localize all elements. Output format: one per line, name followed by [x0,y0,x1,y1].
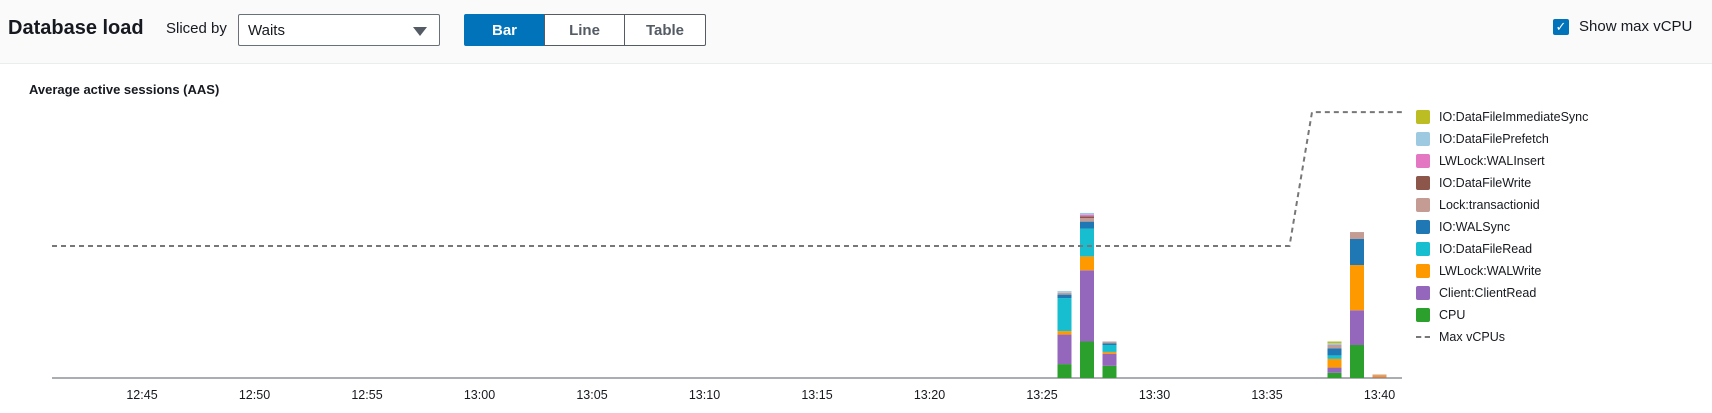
bar-segment [1080,221,1094,229]
bar-segment [1080,256,1094,271]
page-title: Database load [8,17,144,39]
bar-segment [1372,374,1387,376]
legend-swatch [1416,308,1430,322]
bar-segment [1080,212,1094,215]
bar-segment [1102,343,1117,345]
bar-segment [1327,348,1342,356]
legend-swatch [1416,264,1430,278]
bar-segment [1102,353,1117,366]
legend-swatch [1416,198,1430,212]
legend-label: IO:DataFilePrefetch [1439,132,1549,146]
bar-segment [1102,351,1117,354]
legend-item[interactable]: IO:DataFileRead [1416,238,1588,260]
bar-segment [1327,355,1342,359]
bar-segment [1350,344,1364,378]
show-max-vcpu-toggle[interactable]: ✓ Show max vCPU [1553,18,1692,35]
legend-swatch [1416,110,1430,124]
bar-segment [1102,341,1117,344]
bar-segment [1327,341,1342,344]
bar-segment [1080,228,1094,257]
sliced-by-select[interactable]: Waits [238,14,440,46]
legend-swatch [1416,286,1430,300]
bar-segment [1057,298,1072,332]
legend-item[interactable]: LWLock:WALInsert [1416,150,1588,172]
legend-label: Max vCPUs [1439,330,1505,344]
x-tick-label: 13:40 [1364,388,1395,402]
x-tick-label: 13:30 [1139,388,1170,402]
x-tick-label: 12:50 [239,388,270,402]
view-toggle: Bar Line Table [464,14,706,46]
legend-item[interactable]: CPU [1416,304,1588,326]
bar-segment [1372,377,1387,378]
bar-segment [1080,218,1094,222]
bar-segment [1327,344,1342,349]
legend-label: Client:ClientRead [1439,286,1537,300]
x-tick-label: 12:55 [351,388,382,402]
bar-segment [1080,270,1094,342]
legend-swatch [1416,242,1430,256]
bar-segment [1057,291,1072,293]
legend-label: LWLock:WALWrite [1439,264,1542,278]
legend-label: LWLock:WALInsert [1439,154,1545,168]
sliced-by-label: Sliced by [166,20,227,37]
bar-segment [1057,334,1072,365]
x-tick-label: 13:25 [1026,388,1057,402]
legend-item[interactable]: Lock:transactionid [1416,194,1588,216]
db-load-header: Database load Sliced by Waits Bar Line T… [0,0,1712,64]
bar-segment [1057,364,1072,378]
legend-label: IO:DataFileImmediateSync [1439,110,1589,124]
legend-item[interactable]: LWLock:WALWrite [1416,260,1588,282]
bar-segment [1102,344,1117,352]
x-tick-label: 13:20 [914,388,945,402]
line-view-button[interactable]: Line [544,14,625,46]
x-tick-label: 13:00 [464,388,495,402]
legend-swatch [1416,154,1430,168]
max-vcpu-line [52,111,1402,247]
bar-segment [1327,358,1342,368]
bar-segment [1327,343,1342,345]
bar-segment [1327,367,1342,373]
legend-swatch [1416,132,1430,146]
x-tick-label: 13:35 [1251,388,1282,402]
legend-item[interactable]: IO:DataFilePrefetch [1416,128,1588,150]
x-tick-label: 13:15 [801,388,832,402]
bar-segment [1057,294,1072,299]
bar-segment [1350,232,1364,239]
legend-label: IO:WALSync [1439,220,1511,234]
legend-item[interactable]: IO:WALSync [1416,216,1588,238]
bar-segment [1080,214,1094,217]
bar-segment [1057,331,1072,335]
bar-segment [1350,310,1364,345]
show-max-vcpu-label: Show max vCPU [1579,18,1693,35]
checkbox-checked-icon[interactable]: ✓ [1553,18,1569,35]
bar-segment [1102,365,1117,378]
bar-segment [1350,265,1364,311]
x-tick-label: 12:45 [126,388,157,402]
legend-label: CPU [1439,308,1466,322]
bar-segment [1372,375,1387,378]
chart-legend: IO:DataFileImmediateSync IO:DataFilePrefe… [1416,106,1588,348]
caret-down-icon [413,27,427,36]
legend-swatch [1416,220,1430,234]
bar-segment [1350,239,1364,266]
legend-swatch [1416,176,1430,190]
legend-item-max-vcpu[interactable]: Max vCPUs [1416,326,1588,348]
x-tick-label: 13:05 [576,388,607,402]
bar-segment [1057,292,1072,295]
bar-segment [1080,341,1094,378]
legend-item[interactable]: IO:DataFileImmediateSync [1416,106,1588,128]
bar-segment [1080,216,1094,219]
sliced-by-value: Waits [248,22,285,39]
x-tick-label: 13:10 [689,388,720,402]
legend-label: Lock:transactionid [1439,198,1540,212]
table-view-button[interactable]: Table [624,14,706,46]
legend-label: IO:DataFileWrite [1439,176,1532,190]
legend-item[interactable]: IO:DataFileWrite [1416,172,1588,194]
legend-item[interactable]: Client:ClientRead [1416,282,1588,304]
legend-label: IO:DataFileRead [1439,242,1533,256]
legend-dash [1416,336,1430,338]
bar-segment [1327,372,1342,378]
chart-title: Average active sessions (AAS) [29,82,220,97]
